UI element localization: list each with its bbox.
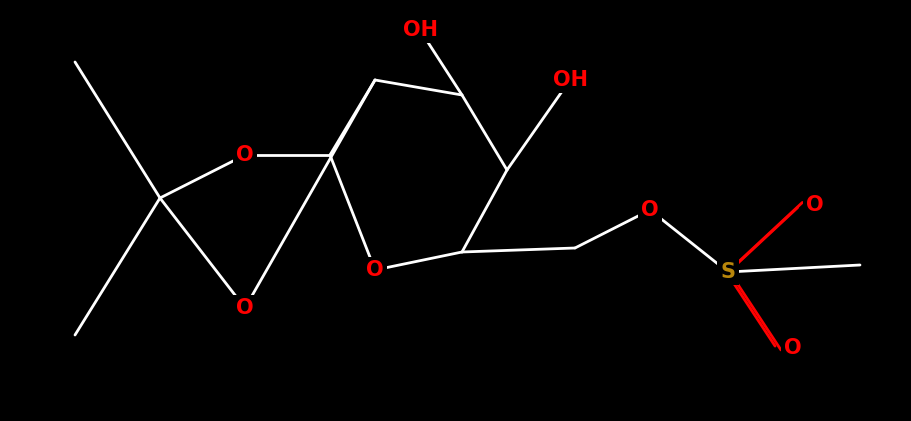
Text: OH: OH: [403, 20, 437, 40]
Text: O: O: [236, 145, 254, 165]
Text: O: O: [641, 200, 659, 220]
Text: OH: OH: [552, 70, 588, 90]
Text: O: O: [366, 260, 384, 280]
Text: O: O: [236, 298, 254, 318]
Text: O: O: [784, 338, 802, 358]
Text: S: S: [721, 262, 735, 282]
Text: O: O: [806, 195, 824, 215]
